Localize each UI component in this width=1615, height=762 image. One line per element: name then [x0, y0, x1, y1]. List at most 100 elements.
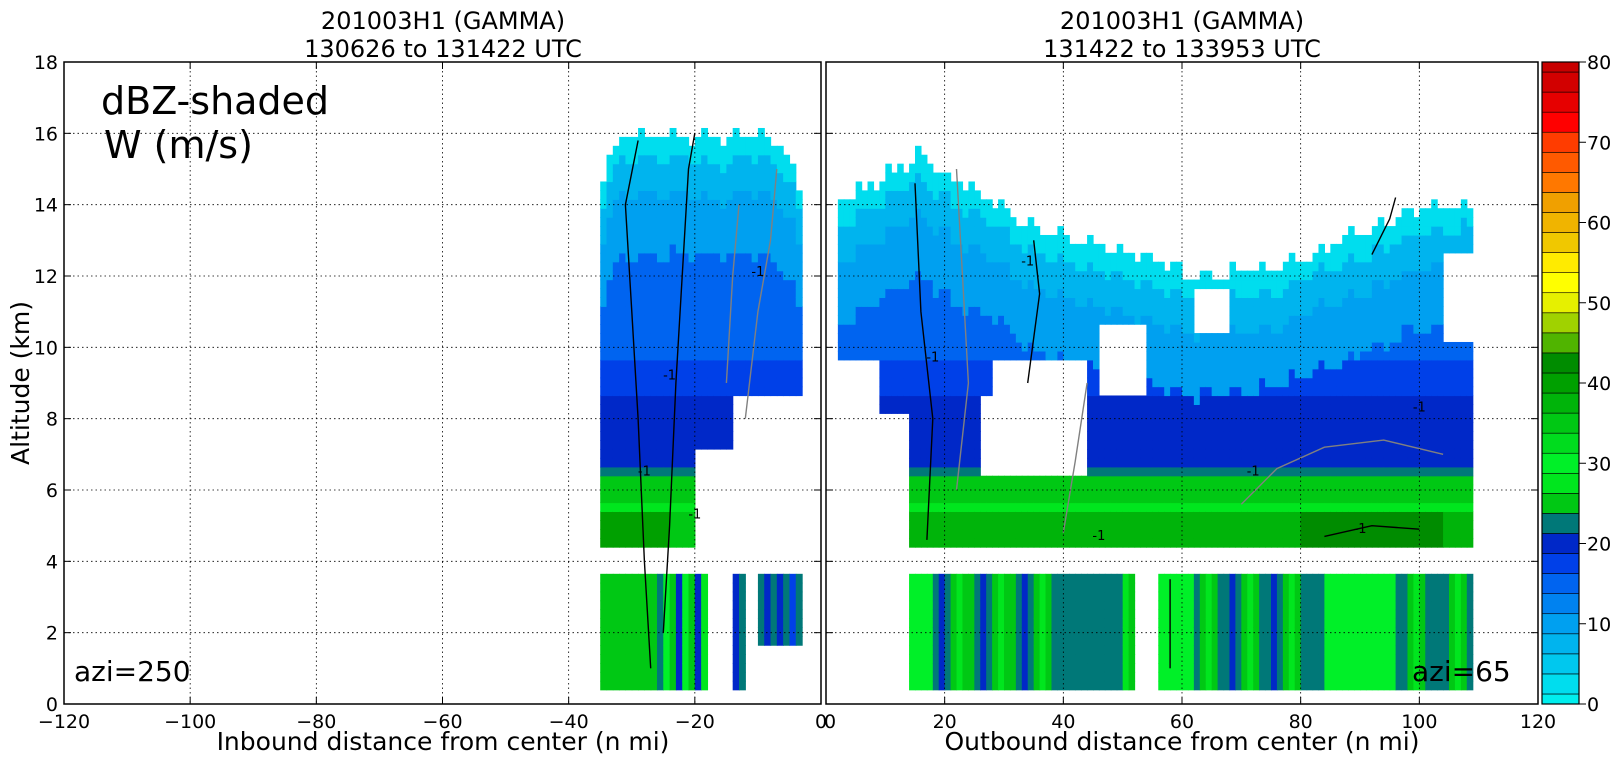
reflectivity-cell: [938, 297, 946, 307]
reflectivity-cell: [1045, 671, 1053, 682]
reflectivity-cell: [1342, 680, 1349, 691]
reflectivity-cell: [837, 199, 845, 209]
reflectivity-cell: [956, 627, 964, 637]
reflectivity-cell: [1235, 350, 1242, 361]
reflectivity-cell: [1211, 627, 1219, 637]
reflectivity-cell: [625, 680, 633, 691]
reflectivity-cell: [1158, 350, 1165, 361]
reflectivity-cell: [1342, 627, 1349, 637]
reflectivity-cell: [938, 350, 946, 361]
reflectivity-cell: [1075, 270, 1082, 281]
reflectivity-cell: [675, 671, 683, 682]
reflectivity-cell: [1069, 511, 1076, 521]
reflectivity-cell: [980, 627, 987, 637]
reflectivity-cell: [638, 208, 645, 218]
reflectivity-cell: [732, 279, 740, 290]
reflectivity-cell: [619, 377, 627, 388]
reflectivity-cell: [1110, 529, 1118, 539]
reflectivity-cell: [962, 475, 969, 486]
reflectivity-cell: [1170, 645, 1177, 655]
reflectivity-cell: [1259, 306, 1266, 316]
reflectivity-cell: [974, 520, 981, 530]
reflectivity-cell: [903, 172, 910, 183]
reflectivity-cell: [738, 636, 746, 646]
reflectivity-cell: [1276, 680, 1284, 691]
reflectivity-cell: [795, 609, 803, 619]
reflectivity-cell: [738, 645, 746, 655]
reflectivity-cell: [915, 582, 922, 593]
reflectivity-cell: [1306, 431, 1314, 441]
reflectivity-cell: [738, 609, 746, 619]
reflectivity-cell: [1021, 538, 1029, 548]
reflectivity-cell: [1176, 457, 1183, 468]
reflectivity-cell: [1087, 645, 1094, 655]
reflectivity-cell: [682, 395, 690, 405]
reflectivity-cell: [903, 226, 910, 236]
reflectivity-cell: [1205, 671, 1213, 682]
reflectivity-cell: [644, 511, 652, 521]
reflectivity-cell: [897, 306, 904, 316]
reflectivity-cell: [1122, 404, 1130, 414]
reflectivity-cell: [1187, 609, 1195, 619]
reflectivity-cell: [688, 386, 696, 397]
reflectivity-cell: [650, 154, 658, 165]
reflectivity-cell: [612, 386, 620, 397]
reflectivity-cell: [915, 181, 922, 191]
reflectivity-cell: [650, 636, 658, 646]
reflectivity-cell: [663, 208, 671, 218]
reflectivity-cell: [1104, 466, 1112, 477]
reflectivity-cell: [631, 582, 639, 593]
reflectivity-cell: [656, 573, 664, 584]
reflectivity-cell: [625, 502, 633, 512]
reflectivity-cell: [600, 457, 608, 468]
reflectivity-cell: [644, 431, 652, 441]
reflectivity-cell: [650, 600, 658, 611]
reflectivity-cell: [1241, 270, 1248, 281]
reflectivity-cell: [619, 154, 627, 165]
reflectivity-cell: [1170, 422, 1177, 432]
reflectivity-cell: [663, 315, 671, 325]
reflectivity-cell: [1128, 493, 1136, 504]
reflectivity-cell: [738, 377, 746, 388]
reflectivity-cell: [920, 671, 928, 682]
reflectivity-cell: [1170, 502, 1177, 512]
reflectivity-cell: [867, 261, 875, 272]
reflectivity-cell: [1271, 288, 1278, 298]
reflectivity-cell: [1063, 341, 1070, 352]
reflectivity-cell: [1282, 261, 1290, 272]
reflectivity-cell: [891, 279, 898, 290]
reflectivity-cell: [1057, 252, 1064, 263]
reflectivity-cell: [1027, 662, 1035, 673]
reflectivity-cell: [638, 297, 645, 307]
reflectivity-cell: [789, 315, 797, 325]
reflectivity-cell: [956, 529, 964, 539]
reflectivity-cell: [891, 333, 898, 343]
reflectivity-cell: [732, 386, 740, 397]
reflectivity-cell: [1093, 618, 1100, 628]
reflectivity-cell: [1306, 395, 1314, 405]
reflectivity-cell: [606, 279, 614, 290]
reflectivity-cell: [986, 511, 993, 521]
reflectivity-cell: [1140, 422, 1147, 432]
reflectivity-cell: [644, 529, 652, 539]
reflectivity-cell: [903, 261, 910, 272]
reflectivity-cell: [663, 440, 671, 450]
reflectivity-cell: [1324, 324, 1331, 334]
reflectivity-cell: [625, 618, 633, 628]
reflectivity-cell: [1176, 680, 1183, 691]
reflectivity-cell: [663, 243, 671, 254]
reflectivity-cell: [1300, 413, 1308, 423]
reflectivity-cell: [650, 591, 658, 602]
reflectivity-cell: [1193, 609, 1201, 619]
reflectivity-cell: [776, 333, 784, 343]
reflectivity-cell: [1336, 529, 1343, 539]
reflectivity-cell: [1282, 404, 1290, 414]
reflectivity-cell: [650, 662, 658, 673]
reflectivity-cell: [956, 333, 964, 343]
reflectivity-cell: [932, 440, 940, 450]
reflectivity-cell: [1093, 315, 1100, 325]
reflectivity-cell: [1282, 493, 1290, 504]
reflectivity-cell: [873, 208, 880, 218]
reflectivity-cell: [1318, 261, 1325, 272]
